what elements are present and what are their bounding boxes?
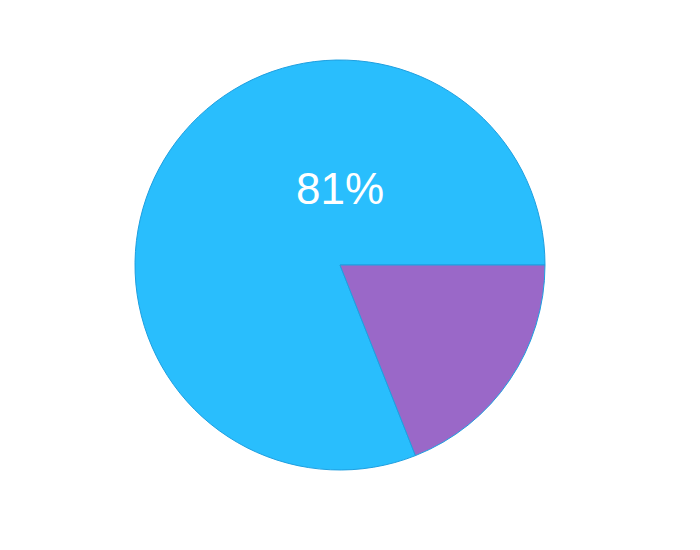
svg-text:81%: 81% xyxy=(296,164,384,213)
